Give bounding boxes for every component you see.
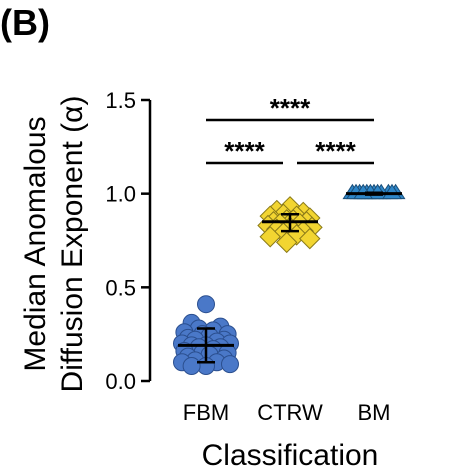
data-point xyxy=(197,295,215,314)
x-tick-label: BM xyxy=(358,400,391,425)
data-point xyxy=(259,226,281,248)
x-axis-label: Classification xyxy=(202,439,379,472)
y-tick-label: 1.0 xyxy=(105,182,136,207)
data-point xyxy=(182,357,201,376)
significance-label: **** xyxy=(315,136,356,166)
y-tick-label: 0.0 xyxy=(105,369,136,394)
y-axis-label: Diffusion Exponent (α) xyxy=(56,96,89,393)
data-point xyxy=(221,355,239,374)
significance-label: **** xyxy=(270,93,311,123)
data-point xyxy=(299,227,321,250)
x-tick-label: CTRW xyxy=(257,400,323,425)
y-tick-label: 1.5 xyxy=(105,88,136,113)
data-point xyxy=(275,231,298,254)
y-axis-label: Median Anomalous xyxy=(19,116,52,371)
significance-label: **** xyxy=(224,136,265,166)
y-tick-label: 0.5 xyxy=(105,275,136,300)
panel-label: (B) xyxy=(0,2,50,43)
x-tick-label: FBM xyxy=(183,400,229,425)
